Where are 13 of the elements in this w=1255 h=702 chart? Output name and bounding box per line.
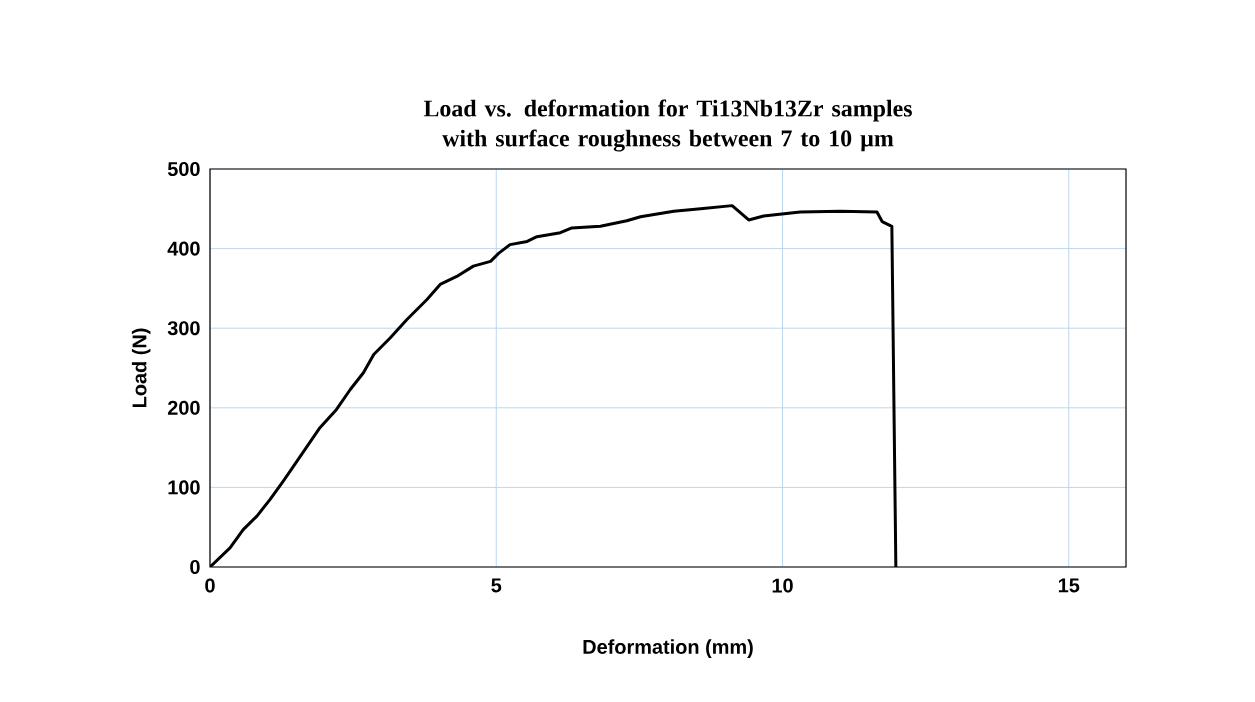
y-tick-label: 500: [167, 161, 200, 177]
chart-title: Load vs. deformation for Ti13Nb13Zr samples with surface roughness between 7 to 10 µm: [423, 99, 912, 152]
y-tick-label: 100: [168, 480, 200, 495]
x-tick-label: 10: [772, 578, 793, 593]
x-tick-label: 15: [1058, 578, 1080, 593]
y-tick-label: 0: [190, 559, 200, 575]
y-tick-label: 200: [167, 400, 200, 415]
x-tick-label: 0: [205, 578, 215, 593]
y-tick-label: 300: [167, 321, 200, 336]
x-tick-label: 5: [491, 578, 502, 593]
y-tick-label: 400: [167, 241, 200, 256]
y-axis-title: Load (N): [131, 328, 151, 408]
x-axis-title: Deformation (mm): [583, 639, 753, 658]
